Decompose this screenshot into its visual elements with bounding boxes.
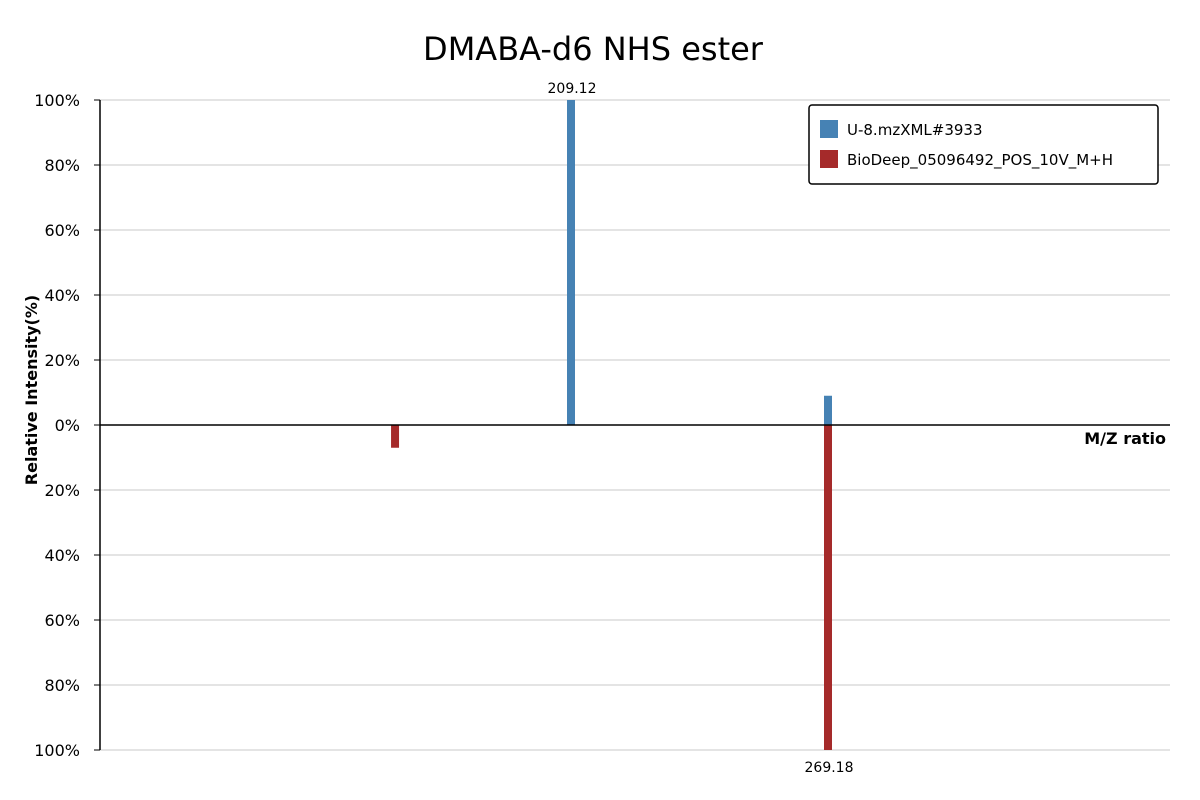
gridlines (100, 99, 1170, 751)
y-tick-label: 40% (44, 546, 80, 565)
legend-box (808, 104, 1159, 185)
peak-mz-label: 209.12 (548, 81, 597, 97)
peaks (391, 100, 832, 750)
reference-peak-bar (824, 425, 832, 750)
y-tick-label: 100% (34, 91, 80, 110)
y-tick-label: 20% (44, 351, 80, 370)
y-tick-label: 60% (44, 611, 80, 630)
legend-label-reference: BioDeep_05096492_POS_10V_M+H (847, 151, 1113, 170)
peak-labels: 209.12 269.18 (548, 81, 854, 776)
x-axis-title: M/Z ratio (1084, 429, 1166, 448)
axes (99, 100, 1170, 750)
y-tick-label: 40% (44, 286, 80, 305)
y-tick-label: 0% (55, 416, 80, 435)
y-tick-label: 60% (44, 221, 80, 240)
query-peak-bar (567, 100, 575, 425)
reference-peak-bar (391, 425, 400, 448)
legend: U-8.mzXML#3933 BioDeep_05096492_POS_10V_… (808, 104, 1159, 185)
peak-mz-label: 269.18 (805, 760, 854, 776)
chart-title: DMABA-d6 NHS ester (423, 30, 764, 68)
y-tick-label: 80% (44, 676, 80, 695)
y-axis-title: Relative Intensity(%) (22, 295, 41, 485)
legend-swatch-query (820, 120, 838, 138)
query-peak-bar (824, 395, 832, 425)
y-tick-label: 20% (44, 481, 80, 500)
y-tick-label: 80% (44, 156, 80, 175)
legend-swatch-reference (820, 150, 838, 168)
y-tick-label: 100% (34, 741, 80, 760)
y-tick-labels: 100% 80% 60% 40% 20% 0% 20% 40% 60% 80% 100% (34, 91, 100, 760)
legend-label-query: U-8.mzXML#3933 (847, 121, 983, 139)
